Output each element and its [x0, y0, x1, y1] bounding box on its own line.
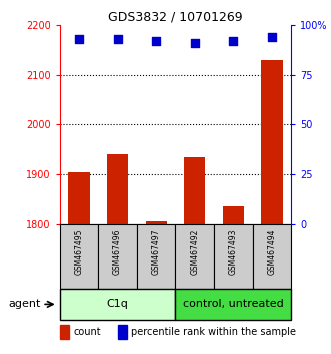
Point [115, 36, 120, 41]
Text: C1q: C1q [107, 299, 128, 309]
Bar [60, 289, 175, 320]
Text: GSM467495: GSM467495 [74, 228, 83, 275]
Text: percentile rank within the sample: percentile rank within the sample [131, 327, 296, 337]
Title: GDS3832 / 10701269: GDS3832 / 10701269 [108, 11, 243, 24]
Bar [98, 224, 137, 289]
Bar [214, 224, 253, 289]
Text: count: count [73, 327, 101, 337]
Bar [223, 206, 244, 224]
Bar [118, 325, 127, 339]
Point [76, 36, 81, 41]
Point [269, 34, 275, 40]
Bar [107, 154, 128, 224]
Bar [184, 157, 205, 224]
Text: agent: agent [8, 299, 40, 309]
Text: control, untreated: control, untreated [183, 299, 284, 309]
Point [192, 40, 197, 46]
Point [154, 38, 159, 44]
Text: GSM467494: GSM467494 [267, 228, 276, 275]
Bar [175, 224, 214, 289]
Text: GSM467493: GSM467493 [229, 228, 238, 275]
Text: GSM467492: GSM467492 [190, 228, 199, 275]
Bar [146, 221, 167, 224]
Bar [253, 224, 291, 289]
Bar [60, 224, 98, 289]
Text: GSM467496: GSM467496 [113, 228, 122, 275]
Bar [60, 325, 69, 339]
Bar [175, 289, 291, 320]
Point [231, 38, 236, 44]
Bar [137, 224, 175, 289]
Bar [68, 172, 89, 224]
Bar [261, 59, 283, 224]
Text: GSM467497: GSM467497 [152, 228, 161, 275]
